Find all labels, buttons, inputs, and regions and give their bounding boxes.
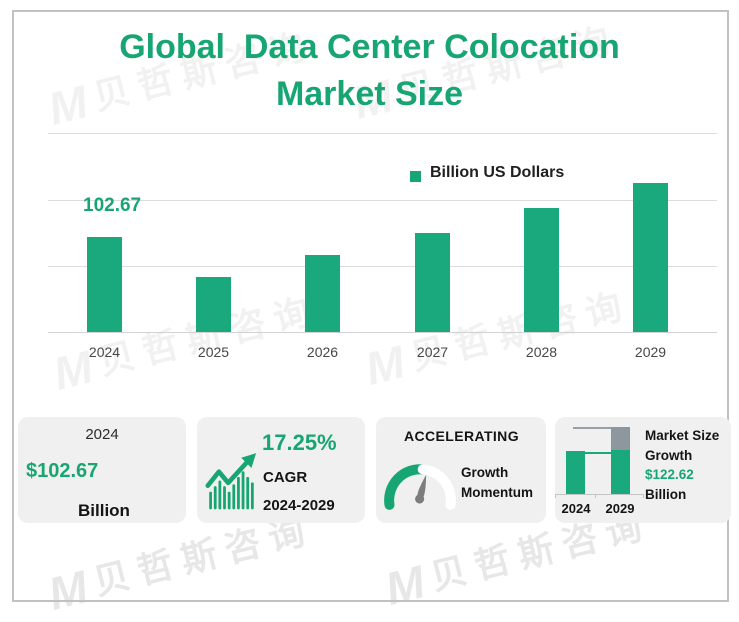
gridline [48, 200, 717, 201]
mini-chart-top-line [573, 427, 627, 429]
legend-label: Billion US Dollars [430, 163, 565, 181]
page-title: Global Data Center Colocation Market Size [20, 24, 719, 118]
growth-unit: Billion [645, 486, 687, 502]
bar-2028 [524, 208, 559, 332]
x-axis-label-2024: 2024 [88, 344, 121, 360]
card-cagr: 17.25% CAGR 2024-2029 [197, 417, 365, 523]
gridline [48, 133, 717, 134]
title-line-1: Global Data Center Colocation [119, 28, 620, 66]
mini-bar-2029-growth-segment [611, 427, 630, 450]
cagr-value: 17.25% [262, 430, 337, 455]
mini-xlabel-2029: 2029 [605, 501, 635, 516]
card-market-value: $102.67 [26, 460, 99, 482]
card-unit-label: Billion [78, 501, 130, 520]
mini-xlabel-2024: 2024 [561, 501, 591, 516]
x-axis-label-2029: 2029 [634, 344, 667, 360]
frame-border [12, 10, 729, 602]
bar-2027 [415, 233, 450, 332]
growth-annotation: Market Size Growth $122.62 Billion [645, 426, 719, 504]
x-axis-label-2028: 2028 [525, 344, 558, 360]
mini-growth-chart: 2024 2029 [555, 417, 645, 523]
growth-value: $122.62 [645, 467, 694, 482]
mini-bar-2029-base-segment [611, 450, 630, 494]
card-market-size-growth: 2024 2029 Market Size Growth $122.62 Bil… [555, 417, 731, 523]
x-axis-label-2026: 2026 [306, 344, 339, 360]
bar-2024 [87, 237, 122, 332]
card-growth-momentum: ACCELERATING Growth Momentum [376, 417, 546, 523]
title-line-2: Market Size [275, 75, 464, 113]
x-axis-label-2025: 2025 [197, 344, 230, 360]
x-axis-line [48, 332, 717, 333]
data-label-2024: 102.67 [83, 195, 142, 216]
mini-axis-tick [595, 494, 596, 498]
mini-chart-axis [555, 494, 644, 495]
legend: Billion US Dollars [410, 163, 564, 182]
momentum-status: ACCELERATING [404, 428, 519, 444]
legend-marker-icon [410, 171, 421, 182]
growth-chart-icon [205, 453, 257, 510]
card-year-label: 2024 [85, 426, 119, 443]
momentum-label-line1: Growth [461, 465, 509, 480]
mini-axis-tick [643, 494, 644, 498]
bar-2029 [633, 183, 668, 332]
growth-line2: Growth [645, 447, 693, 463]
bar-2026 [305, 255, 340, 332]
momentum-label: Growth Momentum [461, 463, 533, 503]
x-axis-label-2027: 2027 [416, 344, 449, 360]
growth-line1: Market Size [645, 428, 720, 443]
card-market-size-2024: 2024 $102.67 Billion [18, 417, 186, 523]
bar-2025 [196, 277, 231, 332]
momentum-label-line2: Momentum [461, 485, 533, 500]
mini-bar-2024 [566, 451, 585, 494]
mini-chart-connector-line [585, 452, 611, 454]
cagr-range: 2024-2029 [263, 497, 335, 514]
mini-axis-tick [555, 494, 556, 498]
gridline [48, 266, 717, 267]
cagr-label: CAGR [263, 469, 308, 486]
gauge-icon [384, 464, 456, 510]
